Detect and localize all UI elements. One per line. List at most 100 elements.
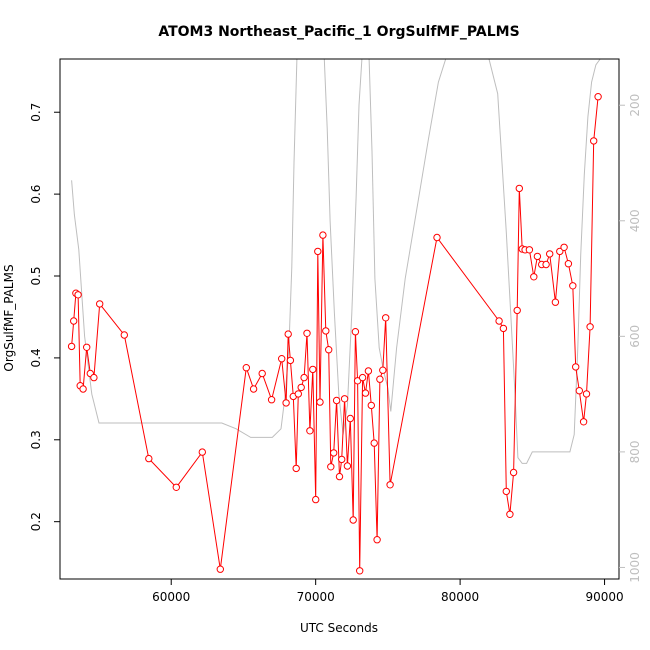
secondary-series-line <box>71 59 601 464</box>
data-point <box>67 342 76 351</box>
data-point <box>502 487 510 496</box>
data-point <box>90 373 98 382</box>
y-tick-label: 0.2 <box>29 512 43 531</box>
data-point <box>499 324 508 333</box>
data-point <box>120 331 129 339</box>
y-tick-label: 0.6 <box>29 185 43 204</box>
chart-title: ATOM3 Northeast_Pacific_1 OrgSulfMF_PALM… <box>158 24 519 40</box>
x-tick-label: 70000 <box>297 590 335 604</box>
data-point <box>70 317 78 325</box>
x-tick-label: 90000 <box>585 590 623 604</box>
data-point <box>382 314 390 322</box>
data-point <box>330 449 338 457</box>
data-point <box>564 260 573 268</box>
data-point <box>172 483 181 491</box>
data-point <box>242 364 251 372</box>
data-point <box>198 448 207 456</box>
data-point <box>530 273 538 281</box>
data-point <box>284 330 292 338</box>
x-axis: 60000 70000 80000 90000 <box>152 579 624 604</box>
data-point <box>542 260 550 269</box>
data-point <box>332 396 341 405</box>
data-point <box>579 418 588 426</box>
x-tick-label: 80000 <box>441 590 479 604</box>
y2-tick-label: 800 <box>628 440 642 463</box>
data-point <box>325 346 333 354</box>
data-point <box>340 395 349 403</box>
series-line <box>71 96 599 571</box>
y2-tick-label: 600 <box>628 325 642 348</box>
y-tick-label: 0.7 <box>29 103 43 122</box>
data-point <box>312 495 320 504</box>
y-tick-label: 0.3 <box>29 430 43 449</box>
data-point <box>356 567 364 575</box>
data-point <box>495 317 503 325</box>
data-point <box>300 373 308 382</box>
data-point <box>314 247 322 256</box>
data-point <box>258 369 266 378</box>
data-point <box>367 401 375 410</box>
data-point <box>379 366 387 374</box>
data-point <box>278 355 286 363</box>
y2-tick-label: 400 <box>628 209 642 232</box>
data-point <box>349 516 357 524</box>
plot-frame <box>59 58 620 580</box>
data-point <box>335 472 344 481</box>
data-point <box>346 414 354 423</box>
y-tick-label: 0.5 <box>29 266 43 285</box>
data-point <box>386 481 394 489</box>
secondary-series-layer <box>71 59 601 464</box>
data-point <box>575 387 583 395</box>
data-point <box>79 385 87 393</box>
data-point <box>282 399 290 407</box>
data-point <box>343 462 352 470</box>
data-point <box>361 389 370 397</box>
x-tick-label: 60000 <box>152 590 190 604</box>
data-point <box>569 282 577 290</box>
data-point <box>572 363 580 371</box>
data-point <box>509 468 518 477</box>
y2-tick-label: 200 <box>628 94 642 117</box>
data-point <box>376 375 384 383</box>
data-point <box>74 291 82 299</box>
data-point <box>327 463 335 471</box>
data-point <box>370 439 378 447</box>
data-point <box>249 385 258 393</box>
data-point <box>294 390 302 398</box>
data-point <box>338 455 346 464</box>
data-point <box>351 328 360 336</box>
data-point <box>513 306 521 315</box>
data-point <box>286 356 295 365</box>
data-point <box>590 137 598 145</box>
data-point <box>83 343 91 351</box>
data-point <box>267 396 276 404</box>
x-axis-label: UTC Seconds <box>300 621 378 635</box>
data-point <box>533 252 542 261</box>
data-point <box>515 184 523 193</box>
data-point <box>364 367 373 375</box>
data-point <box>525 246 534 254</box>
data-point <box>322 327 330 335</box>
data-point <box>373 536 381 544</box>
primary-series-layer <box>67 93 602 575</box>
data-point <box>96 300 104 308</box>
data-point <box>303 329 311 337</box>
data-point <box>316 398 324 406</box>
data-point <box>546 250 554 258</box>
data-point <box>297 383 305 392</box>
data-point <box>433 233 441 242</box>
y-axis-label: OrgSulfMF_PALMS <box>2 264 16 371</box>
data-point <box>560 243 568 252</box>
data-point <box>145 454 153 463</box>
data-point <box>358 373 367 382</box>
data-point <box>319 231 327 239</box>
y-axis: 0.2 0.3 0.4 0.5 0.6 0.7 <box>29 103 60 531</box>
data-point <box>582 390 591 398</box>
data-point <box>216 565 225 573</box>
data-point <box>309 365 317 374</box>
data-point <box>506 510 514 518</box>
data-point <box>306 427 314 435</box>
data-point <box>586 323 594 331</box>
